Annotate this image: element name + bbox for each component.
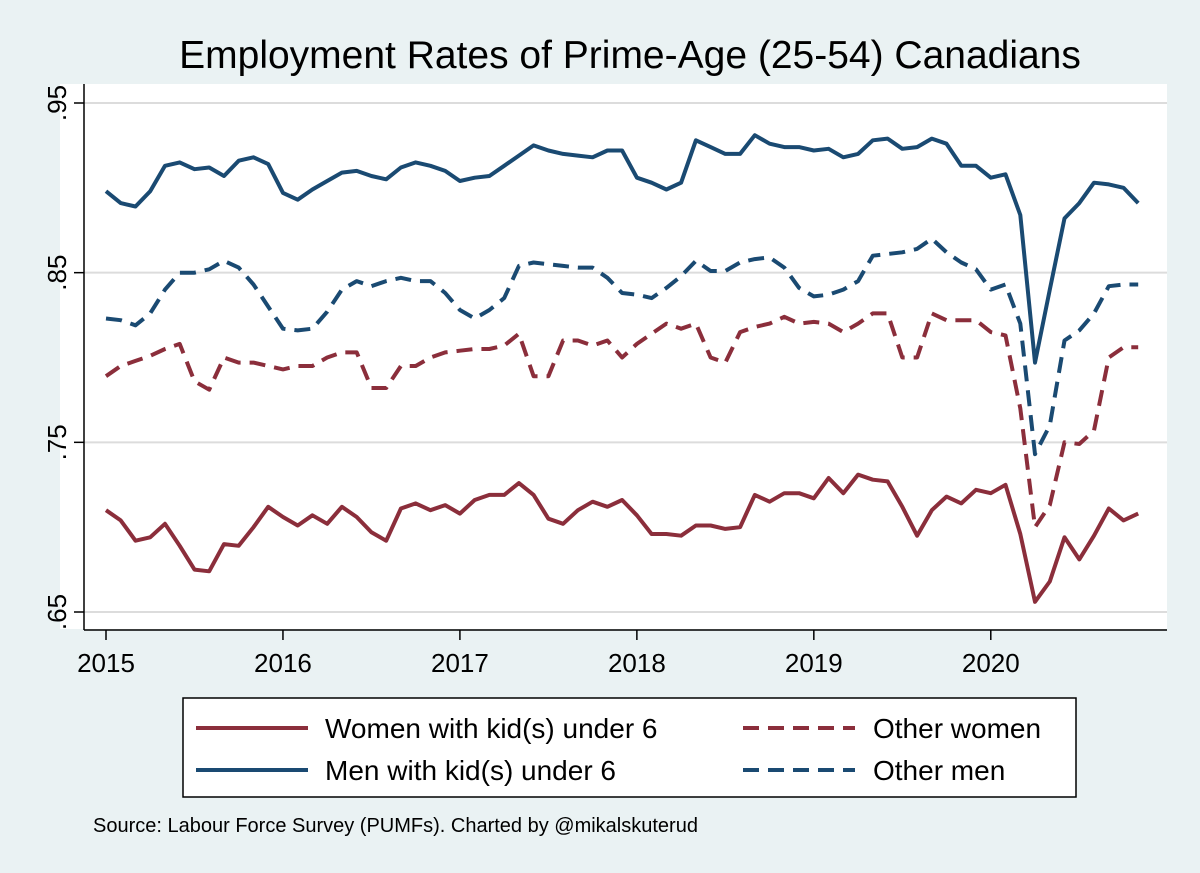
y-tick-label: .75 bbox=[42, 424, 72, 460]
series-line-2 bbox=[104, 133, 1140, 365]
axis-ticks: .65 .75 .85 .95 2015 2016 2017 2018 2019 2020 bbox=[42, 85, 1020, 678]
series-line-3 bbox=[105, 236, 1139, 457]
x-tick-label: 2016 bbox=[254, 648, 312, 678]
x-tick-label: 2020 bbox=[962, 648, 1020, 678]
source-note: Source: Labour Force Survey (PUMFs). Cha… bbox=[93, 815, 698, 837]
y-tick-label: .65 bbox=[42, 594, 72, 630]
x-tick-label: 2017 bbox=[431, 648, 489, 678]
series-line-1 bbox=[104, 311, 1139, 530]
legend-label-other-men: Other men bbox=[873, 755, 1005, 786]
grid-lines bbox=[84, 102, 1167, 613]
x-tick-label: 2018 bbox=[608, 648, 666, 678]
legend: Women with kid(s) under 6 Other women Me… bbox=[182, 697, 1077, 798]
legend-label-women-kids: Women with kid(s) under 6 bbox=[325, 713, 658, 744]
series-lines bbox=[104, 133, 1140, 604]
legend-label-other-women: Other women bbox=[873, 713, 1041, 744]
x-tick-label: 2019 bbox=[785, 648, 843, 678]
y-tick-label: .95 bbox=[42, 85, 72, 121]
chart-title: Employment Rates of Prime-Age (25-54) Ca… bbox=[179, 34, 1081, 77]
legend-label-men-kids: Men with kid(s) under 6 bbox=[325, 755, 616, 786]
x-tick-label: 2015 bbox=[77, 648, 135, 678]
legend-box bbox=[182, 697, 1077, 798]
series-line-0 bbox=[104, 472, 1140, 604]
y-tick-label: .85 bbox=[42, 255, 72, 291]
